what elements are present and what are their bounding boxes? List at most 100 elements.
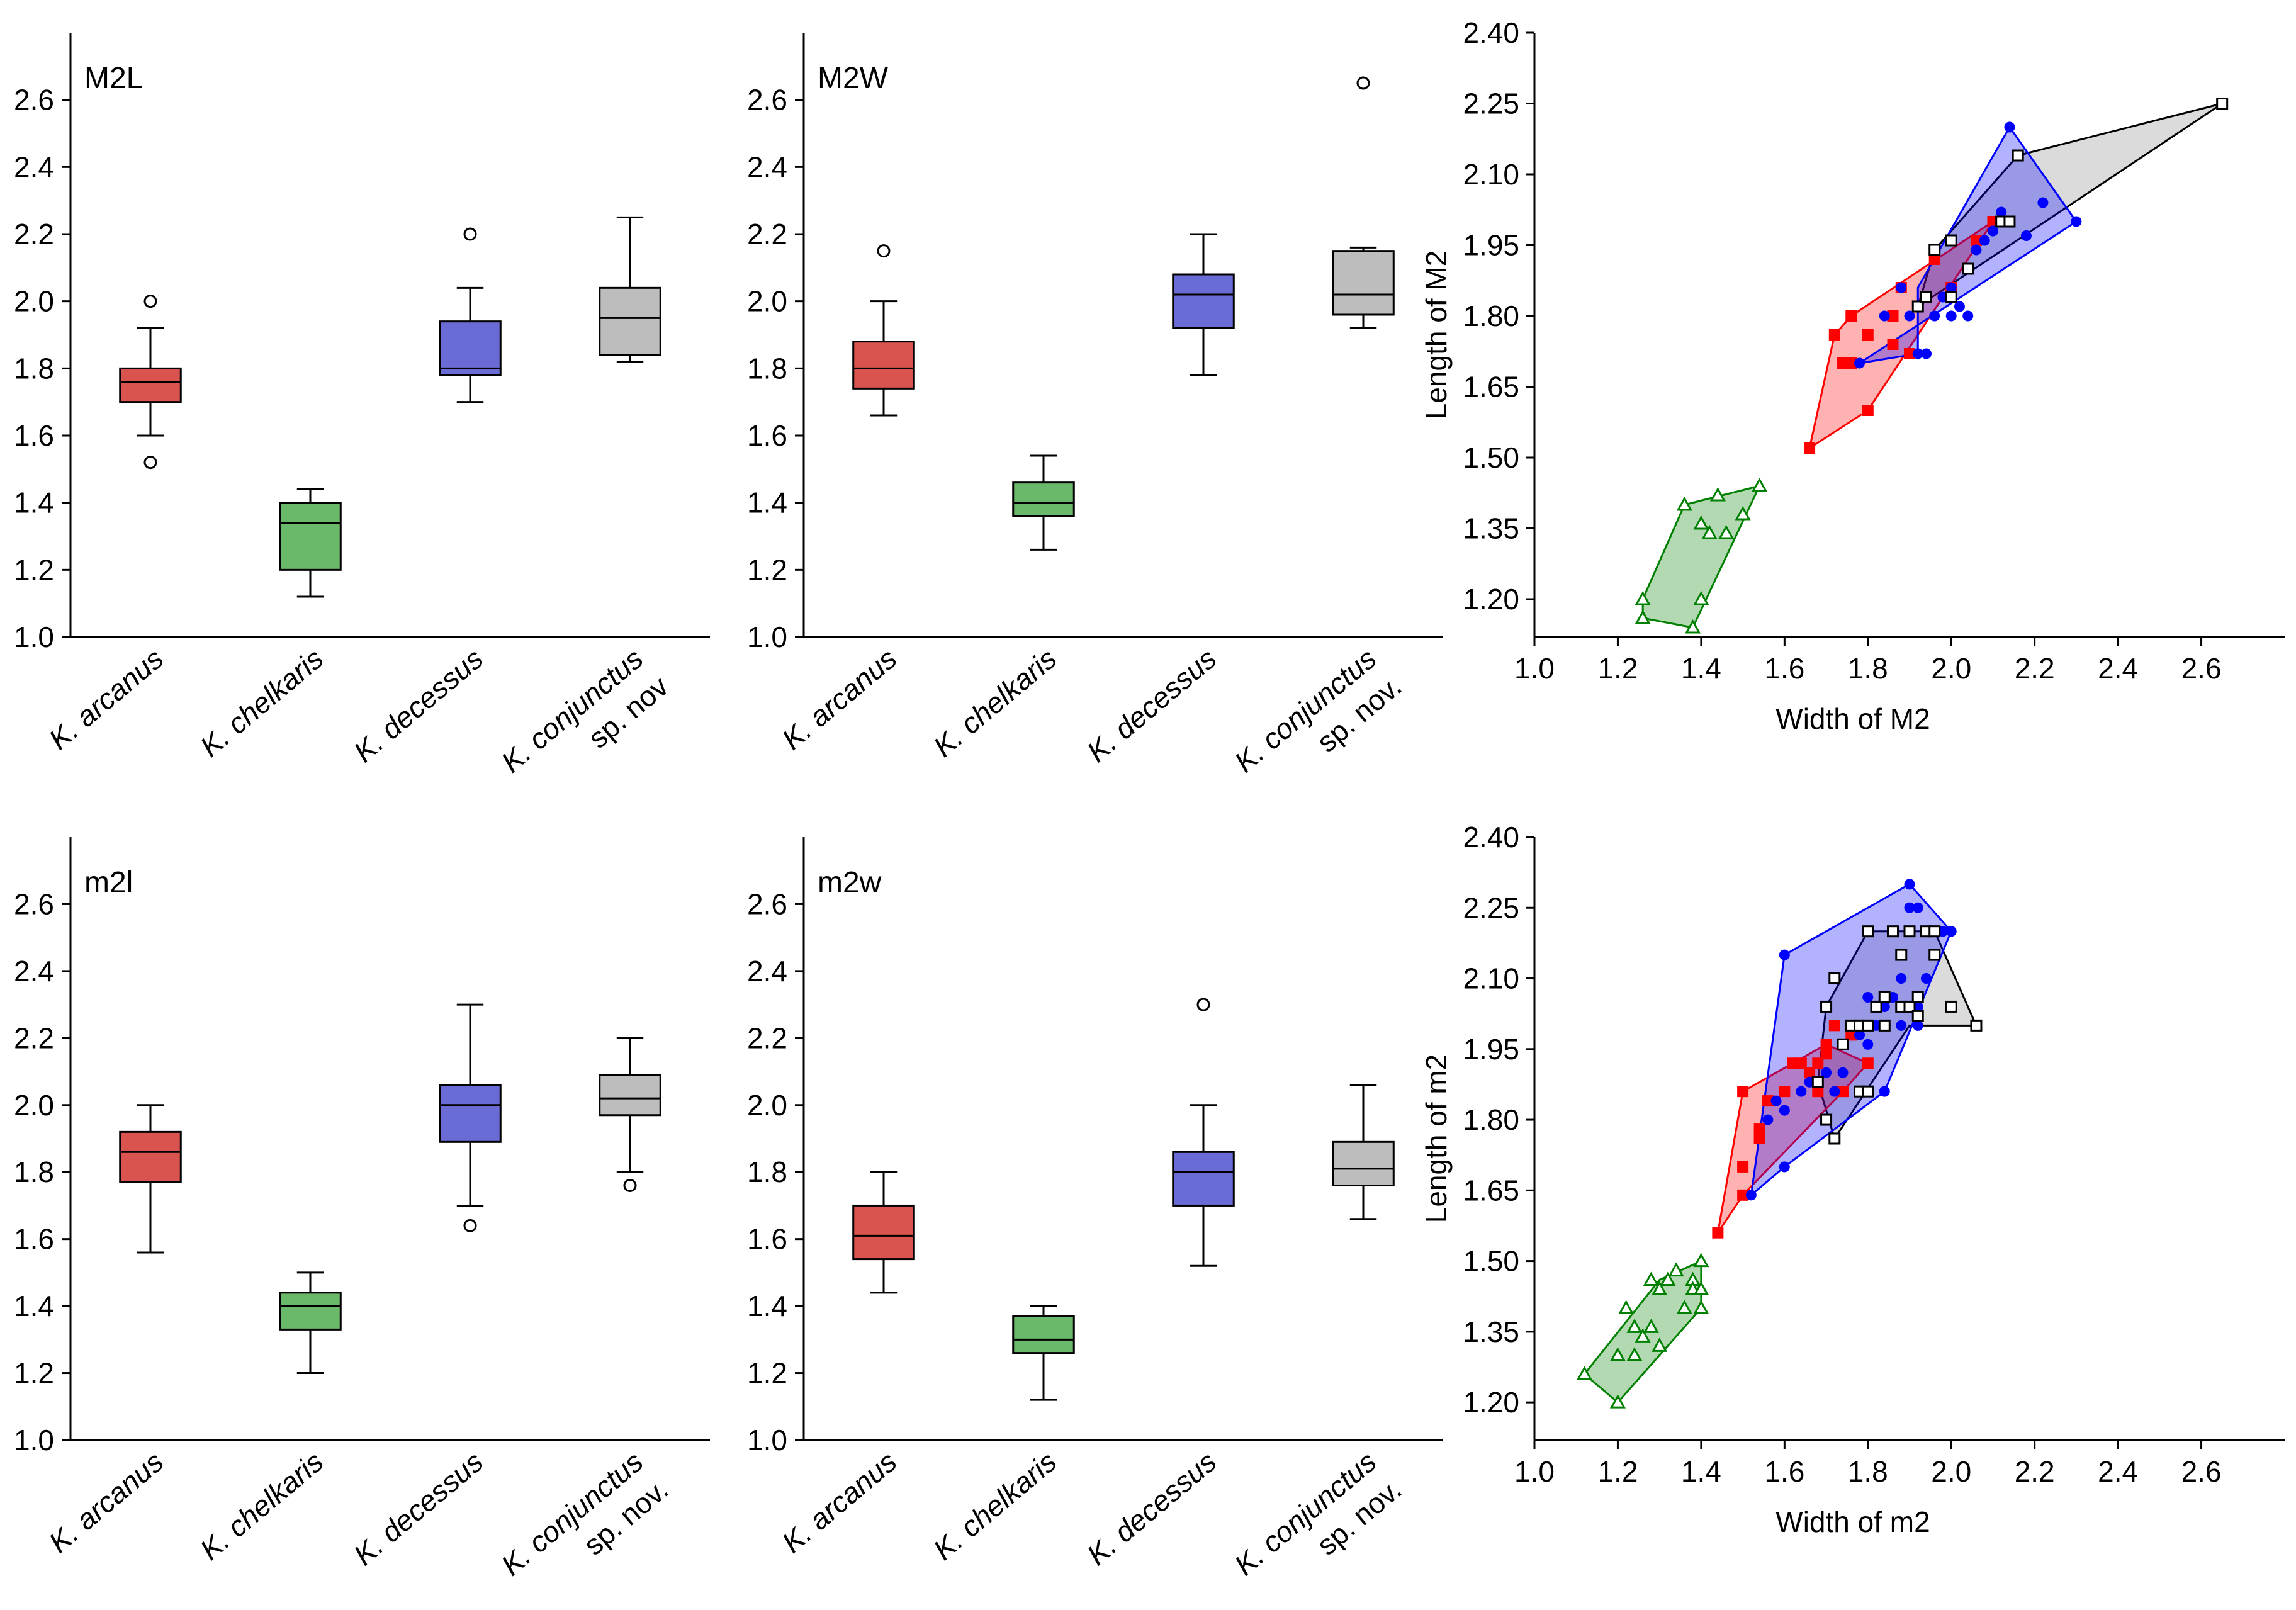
x-tick-label: 2.6 bbox=[2181, 1455, 2222, 1488]
data-point bbox=[1668, 1262, 1684, 1277]
data-point bbox=[1862, 925, 1874, 938]
data-point bbox=[1987, 225, 1998, 237]
data-point bbox=[1693, 1281, 1709, 1295]
data-point bbox=[1626, 1347, 1643, 1361]
box-chelkaris bbox=[1012, 454, 1075, 551]
data-point bbox=[1635, 590, 1651, 605]
data-point bbox=[1920, 291, 1932, 303]
data-point bbox=[1862, 1085, 1874, 1098]
y-tick-label: 2.2 bbox=[14, 218, 54, 251]
data-point bbox=[1737, 1161, 1749, 1173]
box-panel-M2L: 1.0 1.2 1.4 1.6 1.8 2.0 2.2 2.4 2.6 M2L K. arcanus… bbox=[14, 33, 710, 779]
x-tick-label: 1.8 bbox=[1848, 652, 1888, 685]
data-point bbox=[1693, 590, 1709, 605]
scatter-panel-m2: 1.20 1.35 1.50 1.65 1.80 1.95 2.10 2.25 2.40 1.0 1… bbox=[1420, 821, 2285, 1538]
data-point bbox=[1618, 1300, 1635, 1314]
outlier-point bbox=[623, 1179, 637, 1193]
y-tick-label: 2.40 bbox=[1463, 821, 1519, 853]
data-point bbox=[1635, 1328, 1651, 1343]
y-tick-label: 1.2 bbox=[14, 1357, 54, 1390]
data-point bbox=[2004, 121, 2015, 133]
species-name: chelkaris bbox=[215, 1445, 329, 1549]
data-point bbox=[1660, 1271, 1676, 1286]
species-name: decessus bbox=[368, 1445, 489, 1554]
data-point bbox=[1837, 1038, 1849, 1050]
series-points-2 bbox=[1854, 121, 2082, 369]
box-iqr bbox=[599, 1074, 661, 1117]
outlier-point bbox=[877, 244, 891, 258]
data-point bbox=[1911, 300, 1924, 313]
box-iqr bbox=[1012, 1315, 1075, 1354]
x-tick-label: 1.4 bbox=[1681, 1455, 1721, 1488]
data-point bbox=[1911, 991, 1924, 1003]
data-point bbox=[1945, 1000, 1957, 1013]
series-points-1 bbox=[1576, 1253, 1709, 1409]
y-tick-label: 1.4 bbox=[747, 487, 787, 519]
box-conjunctus bbox=[599, 1037, 661, 1193]
data-point bbox=[1676, 496, 1692, 511]
panel-title: m2l bbox=[84, 866, 133, 899]
y-tick-label: 1.4 bbox=[14, 1290, 54, 1322]
y-tick-label: 1.8 bbox=[747, 1156, 787, 1188]
outlier-point bbox=[1356, 76, 1370, 90]
data-point bbox=[1693, 1253, 1709, 1268]
outlier-point bbox=[144, 456, 157, 470]
box-iqr bbox=[599, 286, 661, 356]
species-name: decessus bbox=[1101, 1445, 1222, 1554]
data-point bbox=[1887, 925, 1899, 938]
data-point bbox=[1762, 1114, 1774, 1125]
species-name: decessus bbox=[1101, 642, 1222, 751]
y-tick-label: 2.25 bbox=[1463, 87, 1519, 120]
data-point bbox=[1879, 310, 1890, 322]
data-point bbox=[1962, 262, 1974, 275]
data-point bbox=[1920, 973, 1932, 984]
data-point bbox=[1837, 1067, 1849, 1078]
y-tick-label: 1.8 bbox=[747, 352, 787, 385]
y-tick-label: 1.8 bbox=[14, 352, 54, 385]
x-tick-label: 1.2 bbox=[1597, 1455, 1638, 1488]
y-tick-label: 2.0 bbox=[14, 1089, 54, 1122]
x-tick-label: 1.2 bbox=[1597, 652, 1638, 685]
data-point bbox=[2020, 230, 2032, 241]
box-conjunctus bbox=[1332, 76, 1395, 329]
data-point bbox=[1709, 487, 1726, 502]
y-tick-label: 2.0 bbox=[747, 1089, 787, 1122]
data-point bbox=[1821, 1067, 1832, 1078]
y-tick-label: 1.65 bbox=[1463, 1174, 1519, 1207]
box-conjunctus bbox=[599, 216, 661, 363]
species-name: arcanus bbox=[797, 642, 903, 738]
x-tick-label: 1.6 bbox=[1764, 1455, 1804, 1488]
species-name: arcanus bbox=[797, 1445, 903, 1541]
data-point bbox=[1862, 329, 1874, 341]
category-label: K. chelkaris bbox=[194, 1445, 330, 1567]
box-decessus bbox=[439, 1003, 502, 1232]
outlier-point bbox=[463, 1219, 477, 1232]
data-point bbox=[1779, 949, 1790, 960]
box-panel-m2w: 1.0 1.2 1.4 1.6 1.8 2.0 2.2 2.4 2.6 m2w K. arcanus… bbox=[747, 837, 1443, 1582]
data-point bbox=[2012, 149, 2024, 162]
data-point bbox=[1945, 291, 1957, 303]
box-chelkaris bbox=[279, 488, 342, 598]
x-tick-label: 1.0 bbox=[1514, 652, 1555, 685]
y-tick-label: 1.0 bbox=[14, 621, 54, 653]
data-point bbox=[1945, 310, 1957, 322]
data-point bbox=[1701, 524, 1718, 539]
y-tick-label: 2.4 bbox=[747, 150, 787, 183]
data-point bbox=[1962, 310, 1974, 322]
data-point bbox=[1643, 1271, 1659, 1286]
data-point bbox=[1609, 1394, 1626, 1409]
y-tick-label: 1.35 bbox=[1463, 512, 1519, 545]
data-point bbox=[1779, 1161, 1790, 1173]
species-name: chelkaris bbox=[948, 642, 1062, 746]
box-chelkaris bbox=[279, 1271, 342, 1375]
box-iqr bbox=[852, 341, 915, 390]
data-point bbox=[1795, 1057, 1807, 1069]
panel-title: M2L bbox=[84, 62, 143, 95]
y-tick-label: 1.20 bbox=[1463, 1386, 1519, 1419]
y-tick-label: 1.8 bbox=[14, 1156, 54, 1188]
data-point bbox=[2037, 197, 2049, 208]
data-point bbox=[1753, 1123, 1765, 1135]
data-point bbox=[1912, 902, 1923, 913]
species-name: chelkaris bbox=[948, 1445, 1062, 1549]
